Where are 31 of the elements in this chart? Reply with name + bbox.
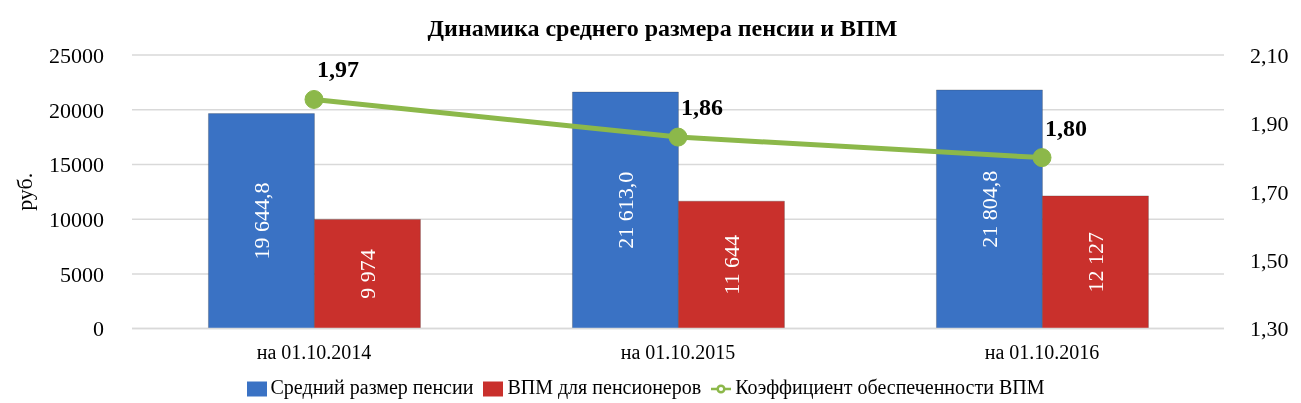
data-label: 12 127	[1082, 231, 1108, 293]
y-tick-label: 0	[93, 316, 104, 342]
data-label: 11 644	[718, 235, 744, 295]
point	[1032, 148, 1052, 168]
data-label: 9 974	[354, 249, 380, 299]
y2-tick-label: 1,90	[1250, 111, 1289, 137]
x-tick-label: на 01.10.2014	[256, 340, 372, 363]
x-tick-label: на 01.10.2016	[984, 340, 1100, 363]
chart-title: Динамика среднего размера пенсии и ВПМ	[426, 14, 899, 42]
y-tick-label: 10000	[49, 206, 104, 232]
y-tick-label: 5000	[60, 261, 104, 287]
y-tick-label: 15000	[49, 152, 104, 178]
y-tick-label: 20000	[49, 97, 104, 123]
y2-tick-label: 1,50	[1250, 248, 1289, 274]
point	[304, 89, 324, 109]
point	[668, 127, 688, 147]
y-tick-label: 25000	[49, 42, 104, 68]
data-label: 19 644,8	[248, 182, 274, 260]
y-axis-title: руб.	[11, 172, 37, 211]
data-label: 1,86	[681, 94, 723, 121]
legend-label: ВПМ для пенсионеров	[507, 375, 702, 398]
data-label: 1,80	[1045, 114, 1087, 141]
legend-label: Коэффициент обеспеченности ВПМ	[735, 375, 1045, 398]
data-label: 21 804,8	[976, 170, 1002, 248]
x-tick-label: на 01.10.2015	[620, 340, 736, 363]
y2-tick-label: 2,10	[1250, 42, 1289, 68]
data-label: 1,97	[317, 56, 359, 83]
y2-tick-label: 1,70	[1250, 179, 1289, 205]
legend-label: Средний размер пенсии	[270, 375, 474, 398]
data-label: 21 613,0	[612, 171, 638, 249]
y2-tick-label: 1,30	[1250, 316, 1289, 342]
